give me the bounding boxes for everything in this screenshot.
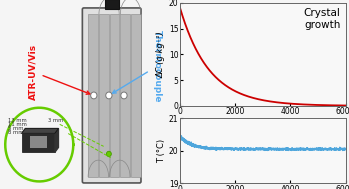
Text: Crystal
growth: Crystal growth xyxy=(304,8,341,30)
Bar xyxy=(88,14,98,177)
Text: Thermocouple: Thermocouple xyxy=(113,30,162,102)
Bar xyxy=(131,14,141,177)
Text: ATR-UV/Vis: ATR-UV/Vis xyxy=(29,44,90,100)
FancyBboxPatch shape xyxy=(22,133,55,152)
Circle shape xyxy=(91,92,97,99)
FancyBboxPatch shape xyxy=(82,8,141,183)
Circle shape xyxy=(106,92,112,99)
Bar xyxy=(99,14,109,177)
Text: 11 mm: 11 mm xyxy=(8,122,27,127)
Bar xyxy=(110,14,119,177)
Polygon shape xyxy=(55,129,59,152)
Polygon shape xyxy=(22,129,59,133)
Circle shape xyxy=(121,92,127,99)
Text: 8 mm: 8 mm xyxy=(8,130,23,135)
Text: 13 mm: 13 mm xyxy=(8,119,27,123)
Circle shape xyxy=(106,151,111,156)
X-axis label: t (s): t (s) xyxy=(254,118,271,127)
Bar xyxy=(105,0,119,9)
Bar xyxy=(30,136,47,148)
Y-axis label: T (°C): T (°C) xyxy=(157,139,166,163)
Text: 3 mm: 3 mm xyxy=(48,119,64,123)
Y-axis label: ΔC (g kg⁻¹): ΔC (g kg⁻¹) xyxy=(157,31,166,78)
Bar xyxy=(120,14,130,177)
Text: 5 mm: 5 mm xyxy=(8,126,23,131)
